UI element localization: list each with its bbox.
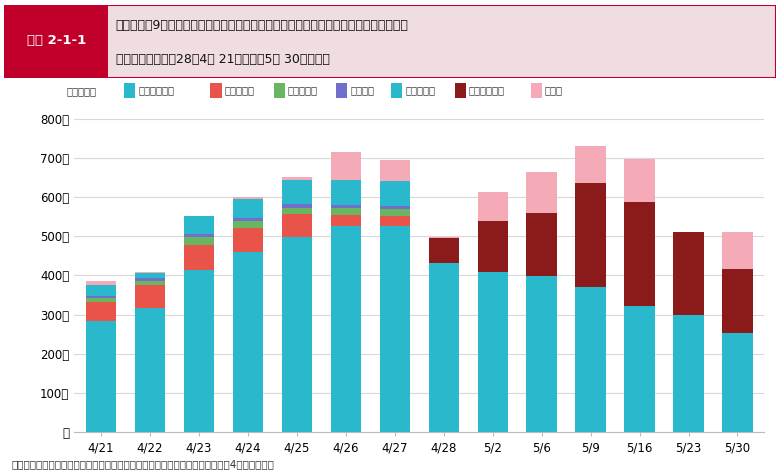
Bar — [477, 192, 508, 221]
Bar — [86, 281, 116, 285]
Bar — [184, 245, 214, 270]
Bar — [673, 231, 704, 315]
Bar — [673, 326, 704, 432]
Bar — [211, 83, 222, 98]
Text: 担当業務：: 担当業務： — [66, 86, 96, 96]
Bar — [124, 83, 136, 98]
Bar — [282, 237, 312, 432]
Bar — [428, 263, 459, 278]
Bar — [331, 215, 361, 226]
Bar — [135, 281, 165, 285]
Bar — [624, 317, 654, 432]
Text: 被劳状況把握: 被劳状況把握 — [138, 86, 174, 95]
Text: 員派遣状況（平成28年4月 21日～同年5月 30日まで）: 員派遣状況（平成28年4月 21日～同年5月 30日まで） — [116, 53, 330, 66]
Bar — [184, 216, 214, 234]
Bar — [184, 270, 214, 432]
Bar — [232, 228, 263, 252]
Bar — [274, 83, 285, 98]
Bar — [673, 315, 704, 326]
Bar — [331, 205, 361, 208]
Bar — [184, 234, 214, 237]
Bar — [391, 83, 402, 98]
Bar — [722, 232, 753, 269]
Bar — [526, 285, 557, 432]
Bar — [477, 282, 508, 432]
Bar — [576, 183, 606, 287]
Bar — [282, 180, 312, 204]
Bar — [722, 269, 753, 333]
Bar — [282, 177, 312, 180]
Text: 九州・山口9県、関西広域連合、全国知事会、静岡県等との協定に基づく熊本県への職: 九州・山口9県、関西広域連合、全国知事会、静岡県等との協定に基づく熊本県への職 — [116, 19, 409, 32]
Bar — [526, 276, 557, 285]
Bar — [380, 226, 410, 432]
Bar — [135, 285, 165, 308]
Text: 被災者ケア: 被災者ケア — [288, 86, 318, 95]
Bar — [282, 208, 312, 214]
Bar — [86, 321, 116, 432]
Bar — [135, 278, 165, 281]
Text: 出典：熊本地震を踏まえた応急対策・生活支援策検討ワーキンググループ（第4回）資料より: 出典：熊本地震を踏まえた応急対策・生活支援策検討ワーキンググループ（第4回）資料… — [12, 459, 275, 469]
Bar — [86, 298, 116, 302]
Bar — [526, 213, 557, 276]
Bar — [232, 252, 263, 432]
Text: その他: その他 — [545, 86, 563, 95]
Text: 行政窓口: 行政窓口 — [350, 86, 374, 95]
Bar — [477, 221, 508, 272]
Bar — [722, 351, 753, 432]
Bar — [722, 333, 753, 351]
Bar — [108, 5, 776, 78]
Bar — [624, 159, 654, 202]
Bar — [86, 296, 116, 298]
Bar — [336, 83, 347, 98]
Bar — [624, 202, 654, 305]
Bar — [4, 5, 108, 78]
Bar — [428, 278, 459, 432]
Bar — [331, 226, 361, 432]
Text: 物資仕分け: 物資仕分け — [225, 86, 254, 95]
Text: 羅災証明業務: 羅災証明業務 — [469, 86, 505, 95]
Bar — [576, 298, 606, 432]
Bar — [184, 237, 214, 245]
Bar — [576, 146, 606, 183]
Bar — [455, 83, 466, 98]
Bar — [380, 160, 410, 181]
Bar — [331, 152, 361, 180]
Bar — [331, 208, 361, 215]
Bar — [380, 209, 410, 216]
Bar — [380, 206, 410, 209]
Bar — [428, 238, 459, 263]
Bar — [477, 272, 508, 282]
Text: 避難所運營: 避難所運營 — [405, 86, 435, 95]
Text: 図表 2-1-1: 図表 2-1-1 — [27, 34, 86, 47]
Bar — [331, 180, 361, 205]
Bar — [86, 285, 116, 296]
Bar — [576, 287, 606, 298]
Bar — [232, 221, 263, 228]
Bar — [232, 197, 263, 199]
Bar — [282, 214, 312, 237]
Bar — [624, 305, 654, 317]
Bar — [530, 83, 542, 98]
Bar — [380, 216, 410, 226]
Bar — [232, 199, 263, 218]
Bar — [232, 218, 263, 221]
Bar — [135, 273, 165, 278]
Bar — [526, 172, 557, 213]
Bar — [135, 272, 165, 273]
Bar — [380, 181, 410, 206]
Bar — [86, 302, 116, 321]
Bar — [282, 204, 312, 208]
Bar — [135, 308, 165, 432]
